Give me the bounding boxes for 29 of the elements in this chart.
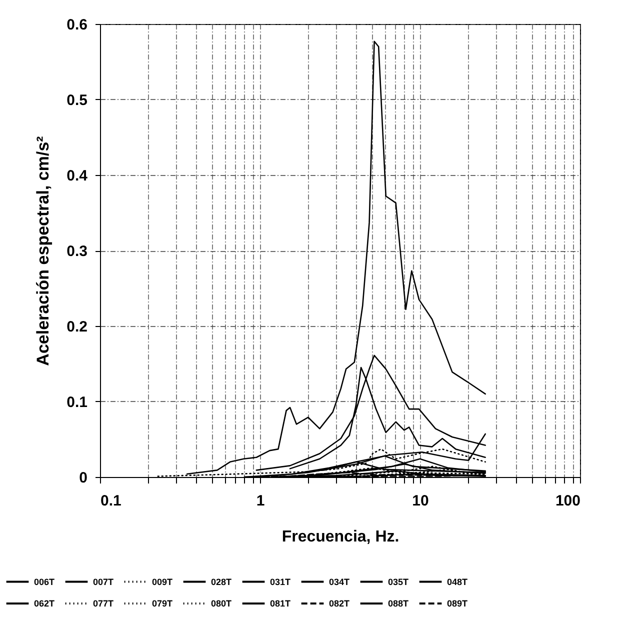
legend-label: 007T [93,576,114,587]
legend-label: 034T [329,576,350,587]
legend-label: 080T [211,598,232,608]
legend-label: 077T [93,598,114,608]
y-axis-title: Aceleración espectral, cm/s² [34,136,53,366]
x-tick-label: 100 [555,492,580,510]
y-tick-label: 0.6 [66,16,88,34]
y-tick-label: 0.5 [66,92,88,109]
legend-label: 035T [388,576,410,587]
y-tick-label: 0.2 [66,318,88,336]
legend-label: 089T [447,598,468,608]
y-tick-label: 0.3 [66,243,88,260]
legend-label: 062T [34,598,56,608]
legend-label: 082T [329,598,350,608]
legend-label: 009T [152,576,174,587]
legend-label: 081T [270,598,292,608]
x-tick-label: 0.1 [100,492,122,510]
legend-label: 048T [447,576,468,587]
legend-label: 031T [270,576,292,587]
legend-label: 079T [152,598,174,608]
legend-label: 028T [211,576,232,587]
legend-label: 006T [34,576,56,587]
x-tick-label: 10 [412,492,429,510]
y-tick-label: 0 [79,470,88,486]
y-tick-label: 0.1 [66,394,88,411]
y-tick-label: 0.4 [66,168,88,184]
x-axis-title: Frecuencia, Hz. [282,528,400,546]
legend-label: 088T [388,598,410,608]
x-tick-label: 1 [256,492,265,510]
